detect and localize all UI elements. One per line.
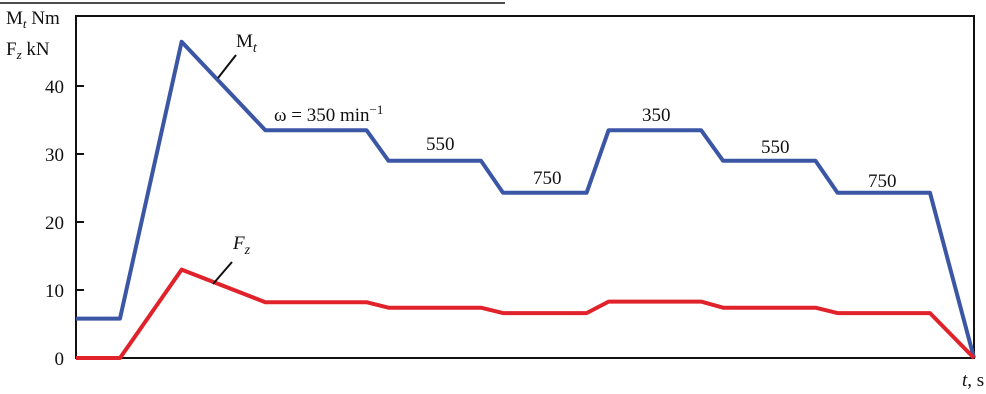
y-tick-label: 20 [45,213,64,234]
y-tick-label: 30 [45,145,64,166]
y-tick-label: 0 [55,349,65,370]
y-axis-label-fz: Fz kN [6,39,50,62]
annotation-speed-4: 350 [642,105,671,126]
y-axis-label-mt: Mt Nm [6,8,60,31]
series-label-mt: Mt [236,31,258,56]
annotation-speed-1: ω = 350 min−1 [274,102,383,126]
x-axis-label: t, s [962,370,984,391]
mt-leader-line [217,54,237,79]
y-tick-label: 40 [45,77,64,98]
series-label-fz: Fz [232,233,251,258]
series-line-fz [76,267,976,360]
y-axis-ticks: 0 10 20 30 40 [45,77,84,370]
plot-frame [75,15,975,359]
series-layer [76,39,976,360]
series-line-mt [76,39,976,359]
annotation-speed-2: 550 [426,134,455,155]
annotation-speed-6: 750 [868,171,897,192]
annotation-speed-5: 550 [761,137,790,158]
y-tick-label: 10 [45,281,64,302]
fz-leader-line [212,261,233,285]
annotation-speed-3: 750 [533,168,562,189]
